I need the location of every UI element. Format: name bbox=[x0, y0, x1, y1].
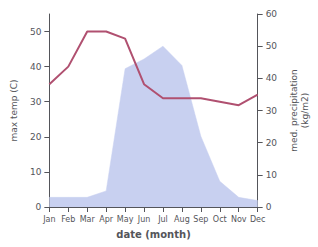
svg-text:date (month): date (month) bbox=[116, 229, 190, 240]
svg-text:Feb: Feb bbox=[61, 215, 75, 224]
svg-text:50: 50 bbox=[30, 27, 42, 37]
svg-text:0: 0 bbox=[266, 202, 272, 212]
svg-text:Dec: Dec bbox=[250, 215, 265, 224]
svg-text:Aug: Aug bbox=[174, 215, 190, 224]
svg-text:40: 40 bbox=[30, 62, 42, 72]
svg-text:med. precipitation: med. precipitation bbox=[289, 69, 299, 151]
svg-text:40: 40 bbox=[266, 73, 278, 83]
svg-text:Sep: Sep bbox=[193, 215, 208, 224]
svg-text:Apr: Apr bbox=[99, 215, 114, 224]
svg-text:20: 20 bbox=[30, 132, 42, 142]
svg-text:10: 10 bbox=[30, 167, 42, 177]
svg-text:(kg/m2): (kg/m2) bbox=[300, 93, 310, 128]
svg-text:Jul: Jul bbox=[157, 215, 168, 224]
svg-text:50: 50 bbox=[266, 41, 278, 51]
svg-text:Jan: Jan bbox=[42, 215, 55, 224]
svg-text:30: 30 bbox=[266, 106, 278, 116]
svg-text:20: 20 bbox=[266, 138, 278, 148]
svg-text:May: May bbox=[117, 215, 134, 224]
svg-text:Mar: Mar bbox=[80, 215, 96, 224]
svg-text:30: 30 bbox=[30, 97, 42, 107]
svg-text:Oct: Oct bbox=[213, 215, 227, 224]
svg-text:10: 10 bbox=[266, 170, 278, 180]
svg-text:Jun: Jun bbox=[137, 215, 151, 224]
svg-text:0: 0 bbox=[36, 202, 42, 212]
svg-text:60: 60 bbox=[266, 9, 278, 19]
svg-text:Nov: Nov bbox=[231, 215, 247, 224]
svg-text:max temp (C): max temp (C) bbox=[9, 79, 19, 141]
